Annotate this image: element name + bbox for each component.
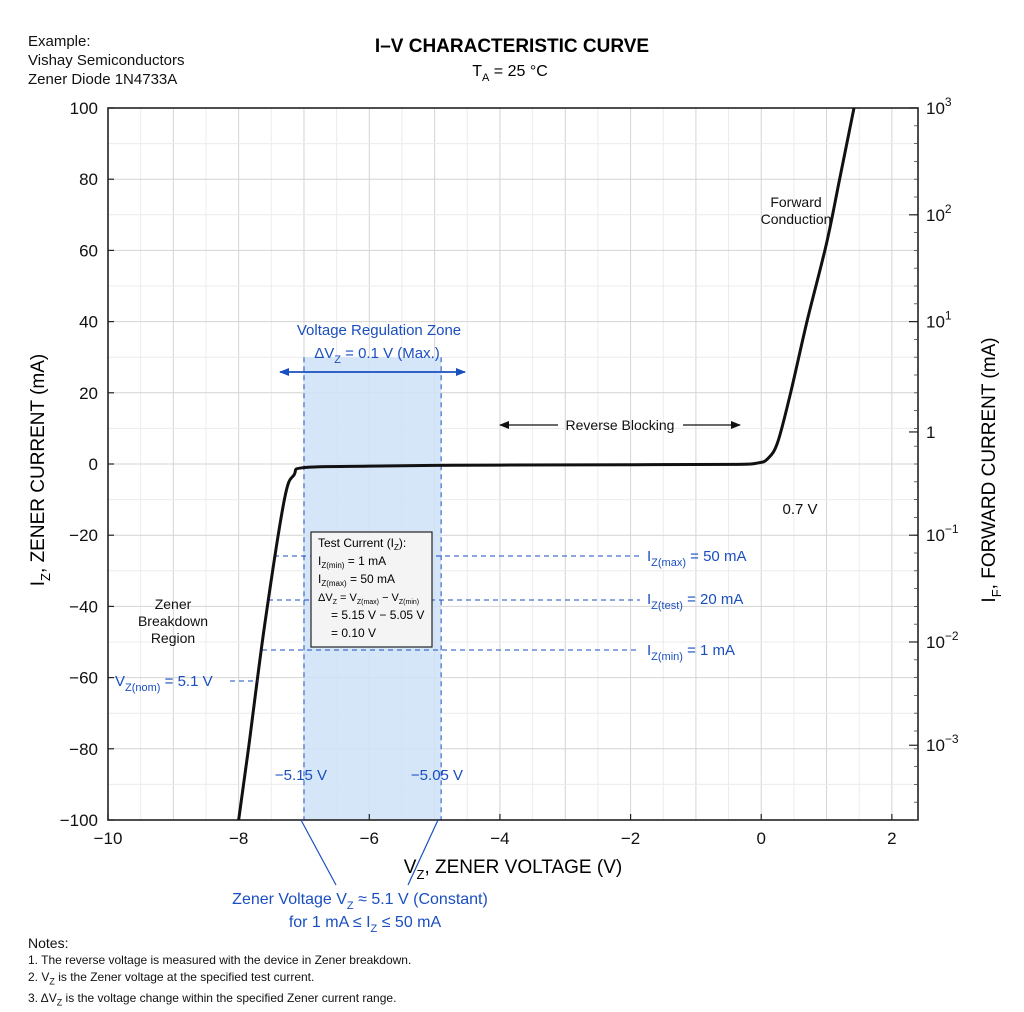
izmax-label: IZ(max) = 50 mA <box>647 548 746 569</box>
y-tick-label: −20 <box>69 526 98 545</box>
y-tick-label: −80 <box>69 740 98 759</box>
reverse-blocking-label: Reverse Blocking <box>566 417 675 433</box>
chart-title: I–V CHARACTERISTIC CURVE <box>375 36 649 57</box>
forward-label-2: Conduction <box>761 211 832 227</box>
example-maker: Vishay Semiconductors <box>28 52 185 69</box>
test-box-line4: = 5.15 V − 5.05 V <box>331 608 424 622</box>
zv-line1: Zener Voltage VZ ≈ 5.1 V (Constant) <box>232 891 488 912</box>
y-tick-label: −40 <box>69 597 98 616</box>
x-tick-label: −4 <box>490 829 509 848</box>
y-tick-label: 80 <box>79 170 98 189</box>
y-axis-label-right: IF, FORWARD CURRENT (mA) <box>979 337 1004 602</box>
zener-region-3: Region <box>151 630 195 646</box>
x-axis-label: VZ, ZENER VOLTAGE (V) <box>404 857 622 882</box>
y-tick-label: 0 <box>89 455 98 474</box>
minus505-label: −5.05 V <box>411 767 463 784</box>
reg-zone-dv: ΔVZ = 0.1 V (Max.) <box>314 345 440 366</box>
notes-heading: Notes: <box>28 935 69 951</box>
reg-zone-title: Voltage Regulation Zone <box>297 322 461 339</box>
notes: Notes: 1. The reverse voltage is measure… <box>28 934 411 1012</box>
y-tick-label: −60 <box>69 669 98 688</box>
example-part: Zener Diode 1N4733A <box>28 71 178 88</box>
y-tick-label: 60 <box>79 241 98 260</box>
y-tick-label: 20 <box>79 384 98 403</box>
x-tick-label: −2 <box>621 829 640 848</box>
zv-leader-right <box>407 819 439 886</box>
y-right-tick-label: 102 <box>926 202 952 225</box>
y-tick-label: 40 <box>79 313 98 332</box>
x-tick-label: −10 <box>94 829 123 848</box>
y-right-tick-label: 1 <box>926 423 935 442</box>
test-box-line5: = 0.10 V <box>331 626 376 640</box>
y-right-tick-label: 10−2 <box>926 629 959 652</box>
y-tick-label: −100 <box>60 811 98 830</box>
reference-dashes <box>262 357 640 820</box>
example-caption: Example: Vishay Semiconductors Zener Dio… <box>28 32 184 89</box>
x-tick-label: 2 <box>887 829 896 848</box>
test-box-title: Test Current (IZ): <box>318 536 406 552</box>
test-current-box: Test Current (IZ): IZ(min) = 1 mA IZ(max… <box>310 531 433 648</box>
y-axis-label-left: IZ, ZENER CURRENT (mA) <box>28 354 53 586</box>
zener-region-1: Zener <box>155 596 192 612</box>
izmin-label: IZ(min) = 1 mA <box>647 642 735 663</box>
note-1: 1. The reverse voltage is measured with … <box>28 953 412 967</box>
zv-leader-left <box>300 819 337 886</box>
minus515-label: −5.15 V <box>275 767 327 784</box>
series-iv-curve <box>237 107 856 821</box>
x-tick-label: 0 <box>756 829 765 848</box>
x-tick-label: −8 <box>229 829 248 848</box>
chart-subtitle: TA = 25 °C <box>472 63 548 84</box>
test-box-line3: ΔVZ = VZ(max) − VZ(min) <box>318 592 419 606</box>
example-label: Example: <box>28 33 91 50</box>
forward-label-1: Forward <box>770 194 821 210</box>
test-box-line1: IZ(min) = 1 mA <box>318 554 386 570</box>
y-right-tick-label: 10−1 <box>926 522 959 545</box>
note-3: 3. ΔVZ is the voltage change within the … <box>28 991 397 1008</box>
y-right-tick-label: 10−3 <box>926 732 959 755</box>
y-right-tick-label: 101 <box>926 309 952 332</box>
note-2: 2. VZ is the Zener voltage at the specif… <box>28 970 315 987</box>
zener-region-2: Breakdown <box>138 613 208 629</box>
vznom-label: VZ(nom) = 5.1 V <box>115 673 213 694</box>
y-tick-label: 100 <box>70 99 98 118</box>
iztest-label: IZ(test) = 20 mA <box>647 591 743 612</box>
test-box-line2: IZ(max) = 50 mA <box>318 572 395 588</box>
knee-label: 0.7 V <box>782 501 817 518</box>
x-tick-label: −6 <box>360 829 379 848</box>
y-right-tick-label: 103 <box>926 95 952 118</box>
axis-ticks: −10 −8 −6 −4 −2 0 2100806040200−20−40−60−80−10… <box>60 95 959 848</box>
zv-line2: for 1 mA ≤ IZ ≤ 50 mA <box>289 914 442 935</box>
